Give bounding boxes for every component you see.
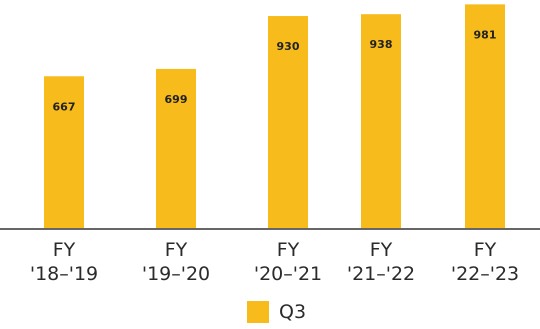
category-label-1-line-1: '19–'20 bbox=[142, 263, 210, 285]
category-label-1-line-0: FY bbox=[165, 239, 188, 261]
bars-group bbox=[44, 4, 505, 230]
category-label-4-line-1: '22–'23 bbox=[451, 263, 519, 285]
category-label-0-line-0: FY bbox=[53, 239, 76, 261]
bar-1 bbox=[156, 68, 196, 229]
value-label-4: 981 bbox=[474, 28, 497, 41]
legend: Q3 bbox=[247, 300, 306, 324]
category-label-3-line-0: FY bbox=[370, 239, 393, 261]
bar-4 bbox=[465, 4, 505, 230]
value-label-1: 699 bbox=[165, 93, 188, 106]
category-labels-group: FY'18–'19FY'19–'20FY'20–'21FY'21–'22FY'2… bbox=[30, 239, 519, 285]
category-label-4-line-0: FY bbox=[474, 239, 497, 261]
bar-2 bbox=[268, 16, 308, 230]
category-label-3-line-1: '21–'22 bbox=[347, 263, 415, 285]
value-label-3: 938 bbox=[370, 38, 393, 51]
category-label-2-line-0: FY bbox=[277, 239, 300, 261]
value-labels-group: 667 699 930 938 981 bbox=[53, 28, 497, 113]
bar-3 bbox=[361, 14, 401, 230]
value-label-2: 930 bbox=[277, 40, 300, 53]
legend-label: Q3 bbox=[279, 301, 307, 323]
bar-0 bbox=[44, 76, 84, 229]
category-label-0-line-1: '18–'19 bbox=[30, 263, 98, 285]
legend-swatch bbox=[247, 301, 269, 323]
value-label-0: 667 bbox=[53, 100, 76, 113]
category-label-2-line-1: '20–'21 bbox=[254, 263, 322, 285]
